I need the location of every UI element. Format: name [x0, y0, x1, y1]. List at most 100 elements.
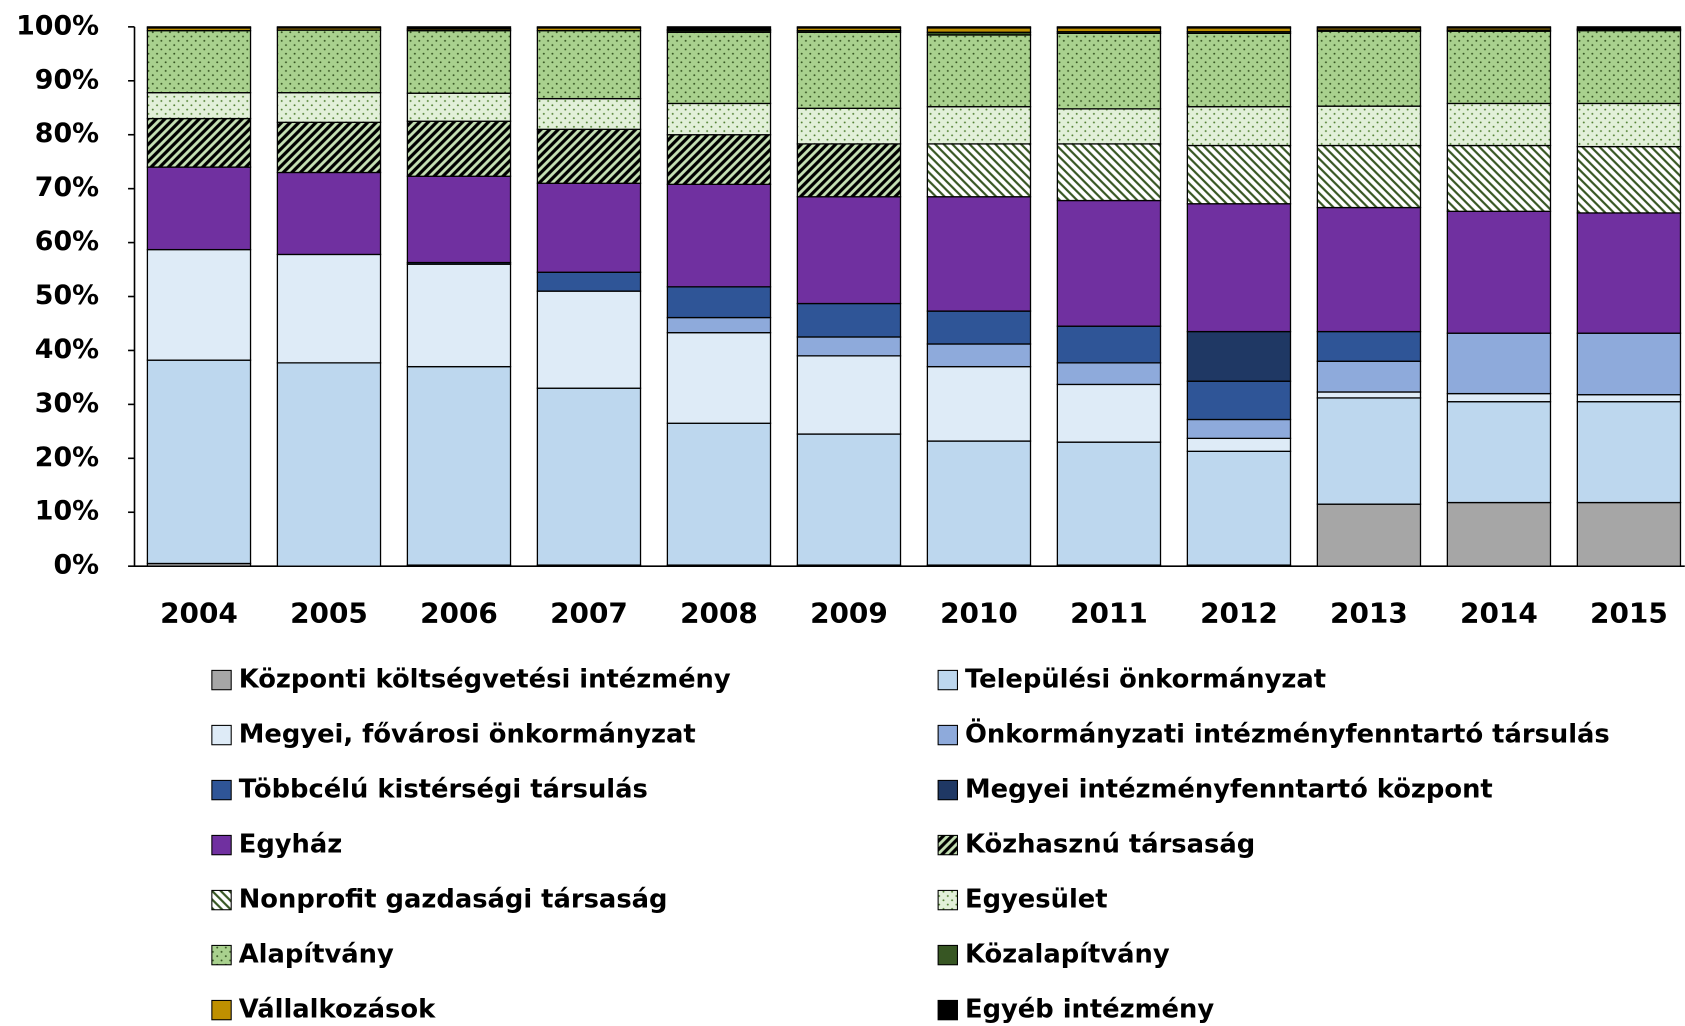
bar-segment: [1316, 105, 1422, 147]
y-tick-label: 70%: [35, 172, 99, 203]
bar-segment: [1056, 108, 1162, 145]
bar-segment: [1446, 332, 1552, 395]
bar-segment: [276, 26, 382, 29]
bar-segment: [926, 34, 1032, 108]
bar-segment: [1056, 325, 1162, 364]
legend-label: Nonprofit gazdasági társaság: [239, 885, 668, 915]
legend-label: Vállalkozások: [239, 995, 436, 1025]
bar-segment: [536, 128, 642, 184]
x-tick-label: 2009: [810, 597, 888, 630]
bar-segment: [796, 196, 902, 305]
bar-segment: [796, 336, 902, 357]
bar-segment: [926, 143, 1032, 198]
bar-segment: [276, 92, 382, 123]
y-tick-label: 90%: [35, 64, 99, 95]
bar-segment: [1056, 32, 1162, 110]
legend-label: Közalapítvány: [965, 940, 1170, 970]
bar-segment: [1446, 144, 1552, 212]
bar-segment: [1316, 330, 1422, 362]
bar-segment: [1446, 392, 1552, 403]
legend-swatch: [211, 889, 232, 911]
legend-label: Központi költségvetési intézmény: [239, 665, 731, 695]
bar-segment: [666, 134, 772, 185]
bar-segment: [796, 26, 902, 29]
bar-segment: [276, 253, 382, 364]
bar-segment: [1186, 450, 1292, 566]
bar-segment: [1576, 102, 1682, 148]
x-tick-label: 2012: [1200, 597, 1278, 630]
bar-segment: [926, 343, 1032, 368]
bar-segment: [926, 106, 1032, 145]
bar-segment: [406, 175, 512, 264]
bar-segment: [1056, 362, 1162, 386]
bar-segment: [666, 422, 772, 566]
bar-segment: [146, 166, 252, 251]
bar-segment: [146, 248, 252, 361]
bar-segment: [1576, 394, 1682, 403]
bar-segment: [666, 316, 772, 334]
x-tick-label: 2008: [680, 597, 758, 630]
bar-segment: [1186, 203, 1292, 333]
bar-segment: [536, 29, 642, 100]
x-tick-label: 2011: [1070, 597, 1148, 630]
bar-segment: [536, 271, 642, 292]
bar-segment: [1316, 30, 1422, 107]
legend-label: Egyház: [239, 830, 343, 860]
bar-segment: [276, 29, 382, 94]
bar-segment: [1316, 397, 1422, 505]
x-tick-label: 2007: [550, 597, 628, 630]
bar-segment: [1576, 212, 1682, 334]
legend-label: Megyei, fővárosi önkormányzat: [239, 720, 696, 750]
y-tick-label: 0%: [53, 550, 99, 581]
bar-segment: [926, 365, 1032, 442]
bar-segment: [1186, 437, 1292, 452]
bar-segment: [276, 121, 382, 174]
y-tick-label: 40%: [35, 334, 99, 365]
legend-swatch: [211, 669, 232, 691]
bar-segment: [666, 286, 772, 319]
bar-segment: [406, 120, 512, 177]
bar-segment: [1186, 330, 1292, 382]
legend-swatch: [937, 944, 958, 966]
legend-label: Alapítvány: [239, 940, 394, 970]
bar-segment: [536, 290, 642, 389]
bar-segment: [1316, 206, 1422, 333]
y-tick-label: 60%: [35, 226, 99, 257]
bar-segment: [1056, 199, 1162, 327]
bar-segment: [1446, 210, 1552, 334]
bar-segment: [1316, 144, 1422, 209]
y-tick-label: 30%: [35, 388, 99, 419]
bar-segment: [146, 26, 252, 29]
bar-segment: [1576, 501, 1682, 567]
bar-segment: [796, 433, 902, 566]
bar-segment: [1056, 441, 1162, 566]
bar-segment: [1576, 401, 1682, 504]
x-tick-label: 2014: [1460, 597, 1538, 630]
bar-segment: [666, 26, 772, 31]
bar-segment: [276, 362, 382, 567]
legend-swatch: [937, 779, 958, 801]
y-tick-label: 100%: [16, 10, 99, 41]
bar-segment: [1576, 29, 1682, 105]
legend-label: Egyéb intézmény: [965, 995, 1214, 1025]
bar-segment: [146, 92, 252, 120]
bar-segment: [1316, 503, 1422, 567]
legend-swatch: [937, 999, 958, 1021]
bar-segment: [926, 310, 1032, 345]
bar-segment: [926, 196, 1032, 312]
bar-segment: [1316, 360, 1422, 393]
bar-segment: [1446, 401, 1552, 504]
bar-segment: [1446, 102, 1552, 147]
bar-segment: [1446, 501, 1552, 567]
legend-swatch: [211, 724, 232, 746]
bar-segment: [666, 183, 772, 288]
bar-segment: [926, 27, 1032, 33]
bar-segment: [406, 365, 512, 566]
bar-segment: [536, 182, 642, 273]
x-tick-label: 2004: [160, 597, 238, 630]
legend-swatch: [211, 834, 232, 856]
y-tick-label: 10%: [35, 496, 99, 527]
bar-segment: [406, 92, 512, 122]
legend-swatch: [937, 724, 958, 746]
